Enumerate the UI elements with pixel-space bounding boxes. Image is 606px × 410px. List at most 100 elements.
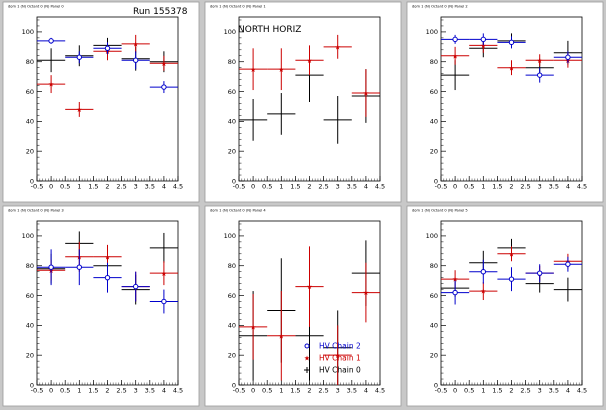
y-tick-label: 0	[30, 177, 34, 185]
panel-background	[406, 205, 604, 407]
circle-marker	[480, 268, 486, 275]
legend-circle-icon	[304, 343, 310, 349]
y-tick-label: 0	[30, 381, 34, 389]
panel-title: dom 1 (N) Octant 0 (N) Panel 0	[8, 5, 64, 9]
star-marker: ★	[452, 52, 458, 60]
circle-marker	[104, 274, 111, 281]
data-point-s1-4: ★	[149, 261, 178, 286]
x-tick-label: 3.5	[347, 183, 357, 191]
circle-marker	[508, 39, 515, 46]
data-point-s0-0	[441, 34, 470, 44]
y-tick-label: 20	[430, 147, 438, 155]
x-tick-label: 2	[509, 387, 513, 395]
x-tick-label: -0.5	[435, 183, 448, 191]
panel-background	[2, 205, 200, 407]
panel-background	[2, 1, 200, 203]
circle-marker	[452, 289, 458, 296]
data-point-s2-0	[37, 48, 66, 73]
y-tick-label: 80	[430, 58, 438, 66]
x-tick-label: 3	[538, 387, 542, 395]
star-marker: ★	[306, 57, 312, 65]
y-tick-label: 60	[228, 292, 236, 300]
x-tick-label: 2.5	[318, 183, 328, 191]
data-point-s0-4	[149, 81, 178, 94]
panel-title: dom 1 (N) Octant 0 (N) Panel 1	[210, 5, 266, 9]
data-point-s0-2	[497, 267, 526, 292]
panel-title: dom 1 (N) Octant 0 (N) Panel 3	[8, 209, 64, 213]
data-point-s0-1	[469, 259, 498, 284]
circle-marker	[508, 276, 515, 282]
data-point-s0-3	[121, 51, 150, 70]
x-tick-label: 4.5	[577, 387, 587, 395]
y-tick-label: 0	[434, 177, 438, 185]
y-tick-label: 60	[26, 292, 34, 300]
circle-marker	[537, 270, 543, 276]
x-tick-label: 2	[105, 387, 109, 395]
y-tick-label: 60	[26, 88, 34, 96]
y-tick-label: 100	[224, 28, 236, 36]
data-point-s0-1	[469, 33, 498, 46]
x-tick-label: 4	[566, 387, 570, 395]
circle-marker	[48, 38, 54, 44]
x-tick-label: 0	[49, 183, 53, 191]
data-point-s1-2: ★	[295, 45, 324, 76]
y-tick-label: 40	[26, 118, 34, 126]
circle-marker	[133, 283, 139, 290]
x-tick-label: 1.5	[492, 183, 502, 191]
x-tick-label: 0.5	[60, 183, 70, 191]
y-tick-label: 20	[26, 351, 34, 359]
circle-marker	[565, 54, 571, 60]
data-point-s1-1: ★	[469, 282, 498, 301]
x-tick-label: 2	[307, 387, 311, 395]
circle-marker	[565, 261, 571, 267]
x-tick-label: 1	[481, 387, 485, 395]
data-point-s1-1: ★	[267, 48, 296, 91]
data-point-s0-0	[37, 249, 66, 286]
star-marker: ★	[480, 288, 486, 296]
y-tick-label: 100	[426, 232, 438, 240]
star-marker: ★	[133, 40, 139, 48]
x-tick-label: 2	[105, 183, 109, 191]
data-point-s1-0: ★	[37, 75, 66, 94]
data-point-s0-0	[441, 280, 470, 305]
y-tick-label: 0	[232, 177, 236, 185]
data-point-s1-3: ★	[323, 325, 352, 385]
circle-marker	[161, 84, 167, 90]
y-tick-label: 20	[228, 351, 236, 359]
data-point-s0-3	[525, 67, 554, 83]
data-point-s1-1: ★	[65, 101, 94, 117]
x-tick-label: 1.5	[290, 387, 300, 395]
x-tick-label: 2.5	[116, 183, 126, 191]
star-marker: ★	[161, 270, 167, 278]
star-marker: ★	[508, 250, 514, 258]
x-tick-label: 0	[251, 387, 255, 395]
x-tick-label: 0.5	[262, 387, 272, 395]
star-marker: ★	[250, 323, 256, 331]
data-point-s1-4: ★	[351, 262, 380, 323]
star-marker: ★	[48, 81, 54, 89]
x-tick-label: 3	[336, 183, 340, 191]
x-tick-label: 1.5	[492, 387, 502, 395]
panel-background	[406, 1, 604, 203]
y-tick-label: 60	[430, 292, 438, 300]
data-point-s1-0: ★	[239, 294, 268, 360]
star-marker: ★	[250, 66, 256, 74]
data-point-s1-4: ★	[351, 69, 380, 117]
x-tick-label: 0.5	[464, 387, 474, 395]
circle-marker	[480, 36, 486, 43]
data-point-s2-4	[149, 232, 178, 263]
data-point-s2-0	[441, 60, 470, 91]
y-tick-label: 40	[430, 118, 438, 126]
x-tick-label: 3	[336, 387, 340, 395]
panel-0: dom 1 (N) Octant 0 (N) Panel 00204060801…	[2, 1, 200, 203]
data-point-s2-3	[323, 96, 352, 144]
x-tick-label: 2.5	[116, 387, 126, 395]
x-tick-label: 4.5	[577, 183, 587, 191]
x-tick-label: 4	[364, 183, 368, 191]
star-marker: ★	[76, 106, 82, 114]
panel-2: dom 1 (N) Octant 0 (N) Panel 20204060801…	[406, 1, 604, 203]
circle-marker	[48, 264, 54, 270]
data-point-s0-1	[65, 249, 94, 286]
circle-marker	[537, 72, 543, 78]
